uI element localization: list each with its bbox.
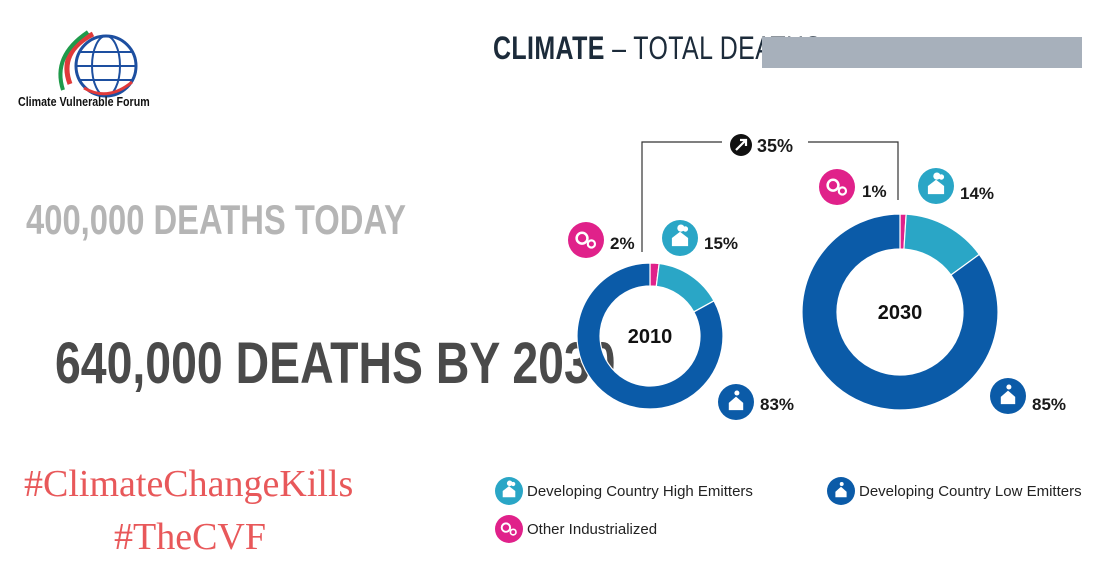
small-house-icon bbox=[718, 384, 754, 420]
legend: Developing Country High Emitters Developi… bbox=[495, 477, 1082, 543]
stat-deaths-today: 400,000 DEATHS TODAY bbox=[26, 196, 406, 243]
hashtag-the-cvf: #TheCVF bbox=[114, 516, 266, 558]
data-label-other-industrialized-2030: 1% bbox=[862, 182, 887, 201]
header-bar bbox=[762, 37, 1082, 68]
house-smoke-icon bbox=[918, 168, 954, 204]
legend-house-smoke-icon bbox=[495, 477, 523, 505]
donut-chart-2030: 2030 1% 14% 85% bbox=[801, 168, 1066, 414]
donut-chart-2010: 2010 2% 15% 83% bbox=[568, 220, 794, 420]
title-strong: CLIMATE bbox=[493, 30, 605, 66]
data-label-low-emitters-2010: 83% bbox=[760, 395, 794, 414]
increase-label: 35% bbox=[757, 136, 793, 156]
slice-high-emitters-2010 bbox=[655, 262, 715, 313]
small-house-icon bbox=[990, 378, 1026, 414]
slice-low-emitters-2010 bbox=[576, 262, 724, 410]
gears-icon bbox=[568, 222, 604, 258]
legend-label: Developing Country High Emitters bbox=[527, 483, 753, 500]
increase-bracket: 35% bbox=[641, 134, 899, 252]
legend-small-house-icon bbox=[827, 477, 855, 505]
legend-gears-icon bbox=[495, 515, 523, 543]
gears-icon bbox=[819, 169, 855, 205]
house-smoke-icon bbox=[662, 220, 698, 256]
legend-label: Other Industrialized bbox=[527, 521, 657, 538]
data-label-high-emitters-2030: 14% bbox=[960, 184, 994, 203]
data-label-high-emitters-2010: 15% bbox=[704, 234, 738, 253]
stat-deaths-2030: 640,000 DEATHS BY 2030 bbox=[55, 331, 616, 396]
data-label-low-emitters-2030: 85% bbox=[1032, 395, 1066, 414]
donut-center-label: 2010 bbox=[628, 326, 673, 348]
slice-low-emitters-2030 bbox=[801, 213, 999, 411]
cvf-logo bbox=[58, 30, 138, 98]
donut-center-label: 2030 bbox=[878, 302, 923, 324]
data-label-other-industrialized-2010: 2% bbox=[610, 234, 635, 253]
logo-caption: Climate Vulnerable Forum bbox=[18, 94, 150, 109]
hashtag-climate-change-kills: #ClimateChangeKills bbox=[24, 463, 354, 505]
legend-label: Developing Country Low Emitters bbox=[859, 483, 1082, 500]
arrow-up-right-icon bbox=[730, 134, 752, 156]
